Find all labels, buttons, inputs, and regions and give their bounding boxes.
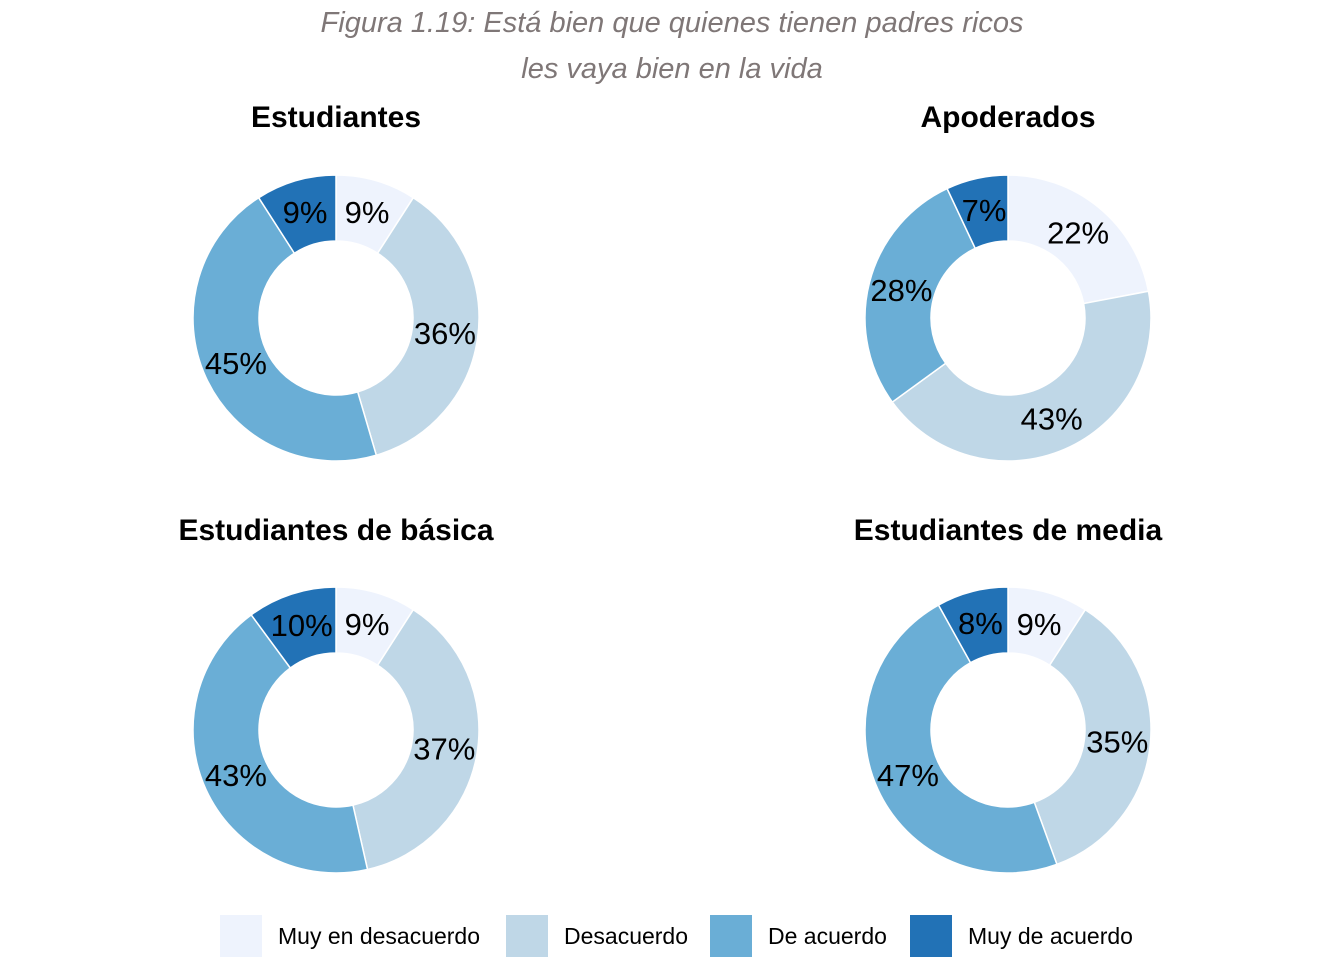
data-label-de-acuerdo: 43%	[205, 758, 267, 793]
figure-title-line-2: les vaya bien en la vida	[521, 53, 823, 85]
slice-muy-en-desacuerdo	[1007, 174, 1150, 305]
panel-title: Apoderados	[920, 101, 1095, 134]
slice-desacuerdo	[1033, 608, 1152, 866]
data-label-muy-de-acuerdo: 8%	[958, 606, 1003, 641]
slice-desacuerdo	[352, 608, 480, 871]
legend-swatch	[220, 915, 262, 957]
legend-swatch	[506, 915, 548, 957]
data-label-muy-de-acuerdo: 9%	[283, 195, 328, 230]
slice-muy-de-acuerdo	[937, 586, 1009, 664]
legend-item-muy-en-desacuerdo: Muy en desacuerdo	[220, 914, 480, 958]
data-label-muy-en-desacuerdo: 9%	[345, 607, 390, 642]
donut-charts: Estudiantes 9% 36% 45% 9% Apoderados 22% 43% 28%…	[178, 101, 1163, 874]
data-label-desacuerdo: 36%	[414, 316, 476, 351]
data-label-de-acuerdo: 47%	[877, 758, 939, 793]
donut-chart-estudiantes-de-media: Estudiantes de media 9% 35% 47% 8%	[854, 514, 1163, 874]
data-label-muy-de-acuerdo: 10%	[271, 608, 333, 643]
data-label-desacuerdo: 35%	[1086, 725, 1148, 760]
data-label-desacuerdo: 37%	[413, 732, 475, 767]
panel-title: Estudiantes de media	[854, 514, 1163, 547]
data-label-muy-en-desacuerdo: 9%	[1017, 607, 1062, 642]
slice-de-acuerdo	[864, 604, 1058, 874]
legend-item-de-acuerdo: De acuerdo	[710, 914, 887, 958]
donut-chart-estudiantes-de-basica: Estudiantes de básica 9% 37% 43% 10%	[178, 514, 494, 874]
slice-de-acuerdo	[192, 613, 369, 874]
data-label-muy-en-desacuerdo: 22%	[1047, 216, 1109, 251]
data-label-desacuerdo: 43%	[1021, 401, 1083, 436]
slice-de-acuerdo	[192, 196, 378, 462]
legend: Muy en desacuerdo Desacuerdo De acuerdo …	[0, 914, 1344, 958]
data-label-de-acuerdo: 28%	[870, 273, 932, 308]
legend-item-desacuerdo: Desacuerdo	[506, 914, 688, 958]
slice-de-acuerdo	[864, 187, 977, 404]
slice-muy-de-acuerdo	[257, 174, 337, 255]
panel-title: Estudiantes de básica	[178, 514, 493, 547]
legend-swatch	[710, 915, 752, 957]
legend-label: Muy de acuerdo	[968, 922, 1133, 949]
slice-desacuerdo	[356, 196, 480, 457]
donut-chart-estudiantes: Estudiantes 9% 36% 45% 9%	[192, 101, 480, 462]
data-label-de-acuerdo: 45%	[205, 346, 267, 381]
data-label-muy-en-desacuerdo: 9%	[345, 195, 390, 230]
legend-item-muy-de-acuerdo: Muy de acuerdo	[910, 914, 1133, 958]
slice-desacuerdo	[891, 290, 1152, 462]
figure-title-line-1: Figura 1.19: Está bien que quienes tiene…	[320, 7, 1024, 39]
slice-muy-de-acuerdo	[946, 174, 1009, 250]
donut-chart-apoderados: Apoderados 22% 43% 28% 7%	[864, 101, 1152, 462]
data-label-muy-de-acuerdo: 7%	[962, 193, 1007, 228]
slice-muy-de-acuerdo	[250, 586, 337, 670]
panel-title: Estudiantes	[251, 101, 421, 134]
legend-swatch	[910, 915, 952, 957]
legend-label: Desacuerdo	[564, 922, 689, 949]
legend-label: De acuerdo	[768, 922, 887, 949]
legend-label: Muy en desacuerdo	[278, 922, 481, 949]
